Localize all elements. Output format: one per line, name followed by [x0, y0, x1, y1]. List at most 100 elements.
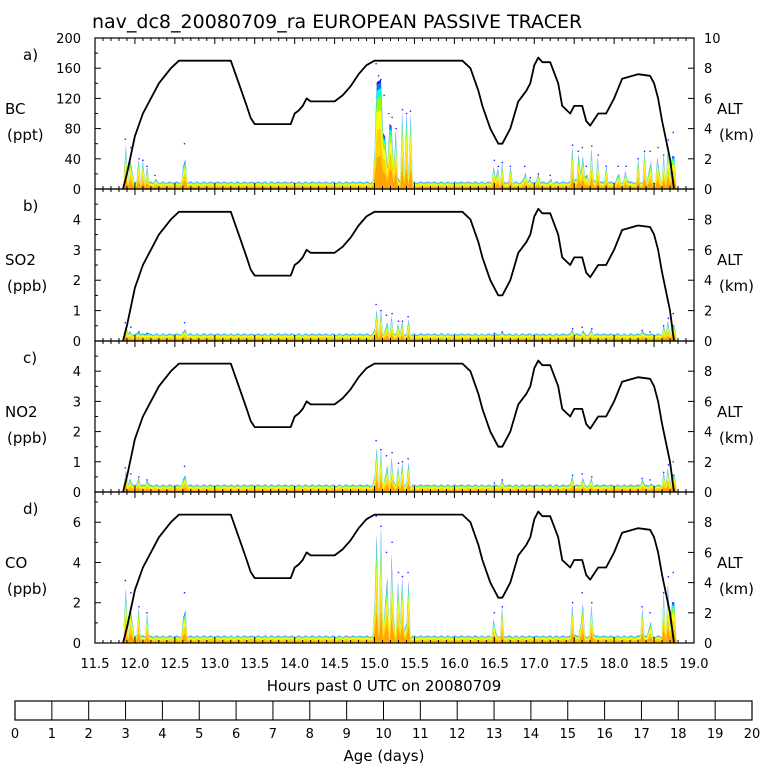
- spike-point: [130, 591, 132, 594]
- spike-point: [407, 315, 409, 318]
- spike-point: [380, 309, 382, 312]
- panel-bc: a) BC (ppt) ALT (km) 0 40 80 120 160 200 0 2 4 6 8 10: [5, 32, 754, 198]
- age-band-6: [123, 310, 677, 336]
- alt-tick-label: 2: [704, 153, 712, 168]
- spike-point: [183, 322, 186, 324]
- age-band-5: [123, 82, 677, 185]
- spike-point: [497, 165, 500, 168]
- alt-tick-label: 4: [704, 577, 712, 592]
- age-band-1: [123, 128, 677, 188]
- species-label: SO2: [5, 251, 36, 269]
- spike-point: [493, 332, 496, 335]
- alt-tick-label: 2: [704, 607, 712, 622]
- x-axis-title: Hours past 0 UTC on 20080709: [267, 677, 502, 695]
- colorbar-title: Age (days): [344, 747, 425, 765]
- panel-letter: a): [23, 46, 38, 64]
- alt-tick-label: 2: [704, 456, 712, 471]
- spike-point: [124, 322, 127, 324]
- colorbar-tick-label: 7: [269, 727, 277, 742]
- colorbar-tick-label: 13: [486, 727, 503, 742]
- spike-point: [667, 317, 670, 320]
- spike-point: [662, 154, 665, 156]
- chart-title: nav_dc8_20080709_ra EUROPEAN PASSIVE TRA…: [92, 11, 582, 33]
- age-band-5: [123, 529, 677, 639]
- x-tick-label: 12.5: [160, 657, 189, 672]
- alt-tick-label: 6: [704, 92, 712, 107]
- spike-point: [672, 571, 674, 574]
- colorbar-tick-label: 16: [596, 727, 613, 742]
- spike-point: [672, 312, 674, 315]
- x-tick-label: 15.5: [400, 657, 429, 672]
- spike-point: [375, 303, 377, 306]
- spike-point: [591, 145, 593, 147]
- y-tick-label: 160: [56, 62, 81, 77]
- spike-point: [146, 165, 148, 168]
- y-tick-label: 0: [73, 486, 81, 501]
- spike-point: [380, 78, 382, 81]
- y-tick-label: 0: [73, 637, 81, 652]
- spike-point: [529, 176, 532, 179]
- y-tick-label: 200: [56, 32, 81, 47]
- species-label: CO: [5, 554, 27, 572]
- spike-point: [641, 606, 643, 608]
- spike-point: [662, 325, 665, 327]
- age-band-5: [123, 310, 677, 337]
- spike-point: [130, 146, 132, 149]
- spike-point: [383, 94, 385, 97]
- spike-point: [617, 165, 619, 168]
- unit-label: (ppb): [7, 277, 47, 295]
- spike-point: [183, 142, 186, 145]
- panel-letter: b): [23, 197, 38, 215]
- colorbar-tick-label: 1: [48, 727, 56, 742]
- alt-tick-label: 0: [704, 486, 712, 501]
- alt-tick-label: 10: [704, 32, 721, 47]
- spike-point: [124, 579, 127, 582]
- spike-point: [643, 150, 646, 153]
- spike-point: [501, 606, 504, 608]
- y-tick-label: 0: [73, 183, 81, 198]
- panel-letter: d): [23, 500, 38, 518]
- alt-label: ALT: [717, 251, 744, 269]
- age-band-6: [123, 526, 677, 638]
- spike-point: [597, 154, 599, 156]
- spike-point: [571, 144, 574, 146]
- x-tick-label: 13.0: [200, 657, 229, 672]
- spike-point: [493, 612, 496, 614]
- y-tick-label: 4: [73, 365, 81, 380]
- spike-point: [581, 473, 583, 475]
- y-tick-label: 2: [73, 597, 81, 612]
- spike-point: [523, 165, 526, 168]
- spike-point: [385, 455, 388, 457]
- x-tick-labels: 11.5 12.0 12.5 13.0 13.5 14.0 14.5 15.0 15.5 16.0…: [81, 657, 709, 672]
- y-tick-label: 3: [73, 395, 81, 410]
- spike-point: [493, 159, 496, 162]
- alt-label: ALT: [717, 403, 744, 421]
- spike-point: [124, 467, 127, 469]
- x-tick-label: 18.5: [640, 657, 669, 672]
- panel-letter: c): [23, 349, 37, 367]
- spike-point: [142, 159, 144, 162]
- spike-point: [146, 612, 148, 614]
- spike-point: [571, 474, 574, 477]
- age-band-1: [123, 578, 677, 642]
- alt-tick-label: 6: [704, 546, 712, 561]
- age-band-1: [123, 323, 677, 340]
- altitude-track: [122, 56, 675, 190]
- spike-point: [401, 575, 404, 578]
- x-tick-label: 16.5: [480, 657, 509, 672]
- spike-point: [537, 173, 540, 175]
- spike-point: [577, 150, 579, 153]
- alt-tick-label: 8: [704, 365, 712, 380]
- y-tick-label: 2: [73, 274, 81, 289]
- age-band-3: [123, 97, 677, 186]
- spike-point: [375, 515, 377, 517]
- alt-tick-label: 6: [704, 395, 712, 410]
- x-tick-label: 17.0: [520, 657, 549, 672]
- spike-point: [183, 465, 186, 468]
- spike-point: [667, 464, 670, 466]
- colorbar-tick-label: 10: [375, 727, 392, 742]
- y-tick-label: 80: [64, 123, 81, 138]
- spike-point: [391, 312, 393, 315]
- spike-point: [649, 612, 651, 614]
